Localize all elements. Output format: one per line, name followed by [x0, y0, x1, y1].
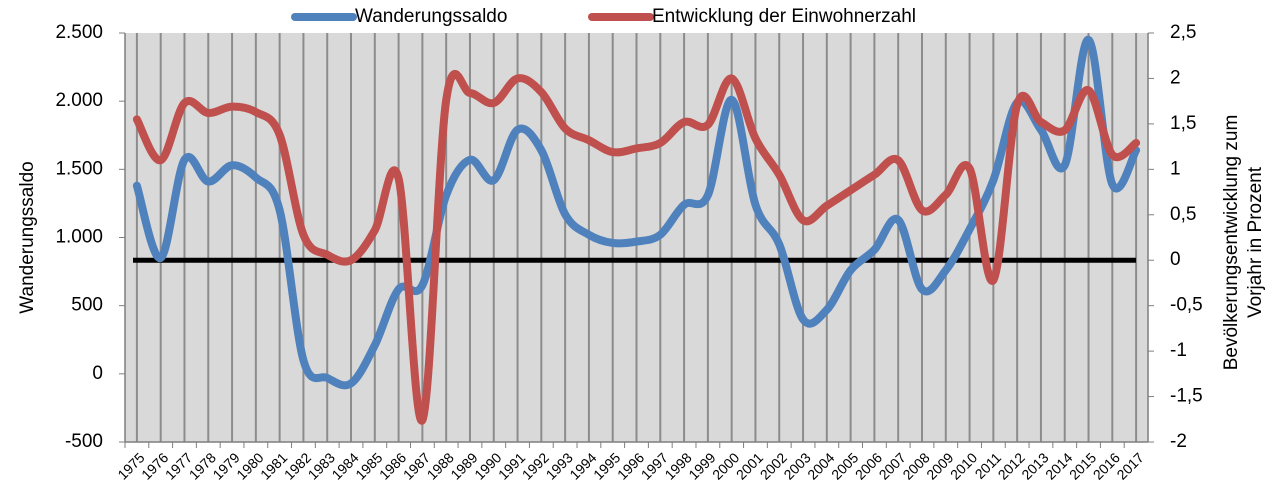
- y2-tick-label: 1: [1170, 158, 1181, 179]
- y-tick-label: 1.500: [55, 158, 103, 179]
- series-line: [132, 69, 1141, 425]
- x-tick-label: 2017: [1113, 449, 1146, 482]
- y-tick-label: 2.500: [55, 22, 103, 43]
- y-tick-label: -500: [65, 431, 103, 452]
- y-tick-label: 2.000: [55, 90, 103, 111]
- y2-axis-title: Vorjahr in Prozent: [1245, 166, 1266, 318]
- y-axis-title: Wanderungssaldo: [17, 161, 38, 313]
- y2-tick-label: -2: [1170, 431, 1187, 452]
- series-line: [132, 35, 1141, 390]
- y2-tick-label: 0,5: [1170, 204, 1196, 225]
- y2-tick-label: 2,5: [1170, 22, 1196, 43]
- y-tick-label: 1.000: [55, 227, 103, 248]
- y2-tick-label: 1,5: [1170, 113, 1196, 134]
- y-tick-label: 500: [71, 295, 103, 316]
- y2-tick-label: -0,5: [1170, 295, 1203, 316]
- y2-tick-label: 2: [1170, 67, 1181, 88]
- y2-tick-label: -1,5: [1170, 386, 1203, 407]
- y2-tick-label: 0: [1170, 249, 1181, 270]
- legend-label: Wanderungssaldo: [355, 6, 507, 27]
- y-tick-label: 0: [92, 363, 103, 384]
- legend-label: Entwicklung der Einwohnerzahl: [652, 6, 916, 27]
- y2-tick-label: -1: [1170, 340, 1187, 361]
- y2-axis-title: Bevölkerungsentwicklung zum: [1221, 115, 1242, 371]
